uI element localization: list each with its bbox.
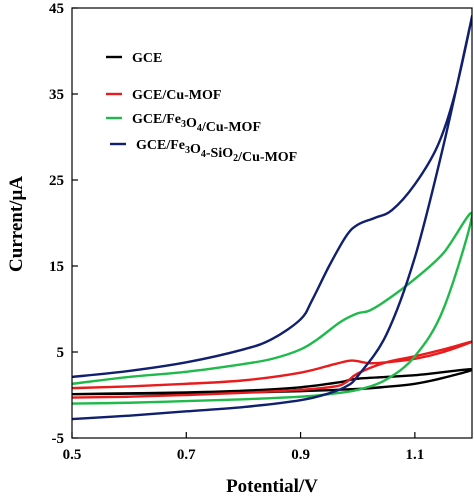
series-line-4	[72, 14, 472, 421]
y-tick-label: -5	[52, 431, 65, 447]
series-layer	[72, 14, 472, 421]
x-axis-title: Potential/V	[226, 476, 318, 497]
x-tick-label: 0.7	[177, 447, 196, 463]
legend: GCE GCE/Cu-MOF GCE/Fe3O4/Cu-MOF GCE/Fe3O4-S…	[106, 51, 297, 165]
y-tick-label: 45	[49, 1, 64, 17]
ticks-layer: 0.5 0.7 0.9 1.1 -5 5 15 25 35 45	[49, 1, 424, 463]
legend-label: GCE/Fe3O4/Cu-MOF	[132, 112, 261, 135]
plot-frame	[71, 7, 473, 439]
legend-label: GCE	[132, 51, 162, 66]
y-tick-label: 25	[49, 173, 64, 189]
legend-item: GCE	[106, 51, 162, 66]
legend-label: GCE/Fe3O4-SiO2/Cu-MOF	[136, 138, 297, 165]
x-tick-label: 0.9	[291, 447, 310, 463]
y-axis-title: Current/μA	[6, 176, 27, 272]
legend-label: GCE/Cu-MOF	[132, 88, 221, 103]
series-line-3	[72, 211, 472, 405]
y-tick-label: 15	[49, 259, 64, 275]
x-tick-label: 0.5	[63, 447, 82, 463]
series-line-2	[72, 340, 472, 399]
y-tick-label: 5	[57, 345, 65, 361]
legend-item: GCE/Fe3O4/Cu-MOF	[106, 112, 261, 135]
y-tick-label: 35	[49, 87, 64, 103]
legend-item: GCE/Cu-MOF	[106, 88, 221, 103]
x-tick-label: 1.1	[405, 447, 424, 463]
legend-item: GCE/Fe3O4-SiO2/Cu-MOF	[110, 138, 297, 165]
